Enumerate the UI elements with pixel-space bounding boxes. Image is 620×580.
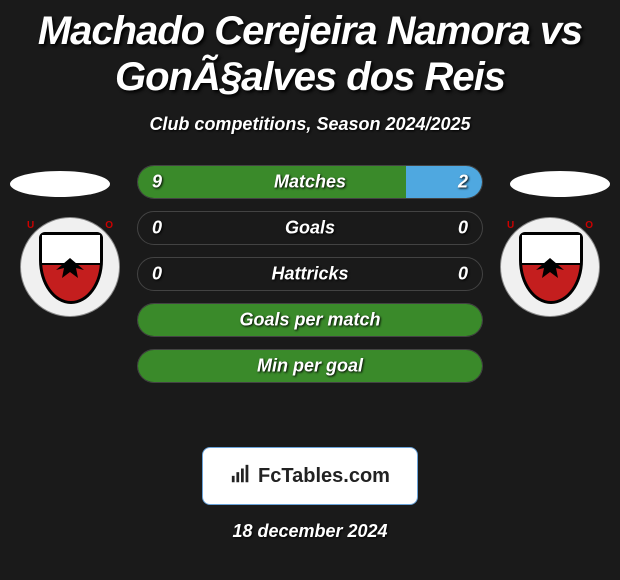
- page-subtitle: Club competitions, Season 2024/2025: [0, 114, 620, 135]
- eagle-icon: [530, 256, 570, 282]
- stat-label: Goals per match: [138, 310, 482, 331]
- stat-label: Matches: [138, 172, 482, 193]
- stat-label: Min per goal: [138, 356, 482, 377]
- source-badge: FcTables.com: [202, 447, 418, 505]
- club-crest-right: UO: [500, 217, 600, 317]
- player-left-oval: [10, 171, 110, 197]
- club-crest-left: UO: [20, 217, 120, 317]
- eagle-icon: [50, 256, 90, 282]
- stat-row-matches: 9 Matches 2: [137, 165, 483, 199]
- stat-bars: 9 Matches 2 0 Goals 0 0 Hattricks 0 Goal…: [137, 165, 483, 395]
- comparison-area: UO UO 9 Matches 2 0 Goals 0: [0, 165, 620, 415]
- stat-right-value: 0: [458, 264, 468, 285]
- stat-row-min-per-goal: Min per goal: [137, 349, 483, 383]
- stat-row-goals: 0 Goals 0: [137, 211, 483, 245]
- stat-label: Goals: [138, 218, 482, 239]
- bar-chart-icon: [230, 463, 252, 490]
- page-title: Machado Cerejeira Namora vs GonÃ§alves d…: [0, 0, 620, 100]
- stat-right-value: 2: [458, 172, 468, 193]
- player-right-oval: [510, 171, 610, 197]
- stat-row-goals-per-match: Goals per match: [137, 303, 483, 337]
- stat-right-value: 0: [458, 218, 468, 239]
- page-date: 18 december 2024: [0, 521, 620, 542]
- stat-label: Hattricks: [138, 264, 482, 285]
- source-badge-text: FcTables.com: [258, 465, 390, 488]
- stat-row-hattricks: 0 Hattricks 0: [137, 257, 483, 291]
